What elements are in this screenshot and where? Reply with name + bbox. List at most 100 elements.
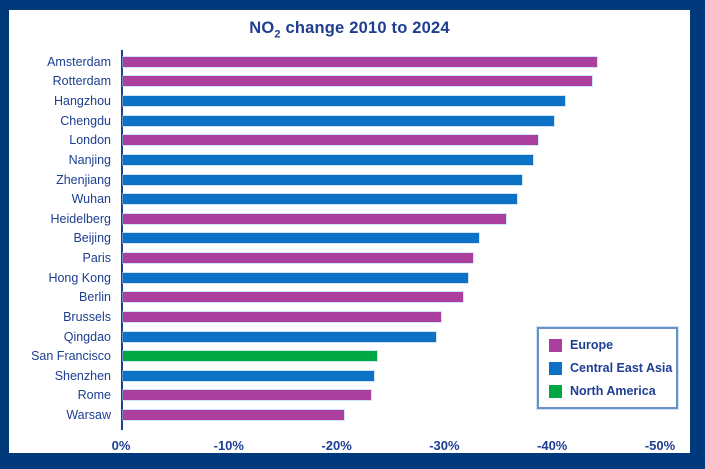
bar-track (121, 213, 690, 224)
bar-central_east_asia (123, 331, 436, 342)
category-label: Wuhan (71, 192, 111, 207)
category-label: Zhenjiang (56, 172, 111, 187)
bar-north_america (123, 351, 378, 362)
bar-central_east_asia (123, 115, 555, 126)
chart-rows: Amsterdam Rotterdam Hangzhou Chengdu London N… (9, 52, 690, 425)
chart-row: London (9, 131, 690, 151)
x-tick-label: -40% (537, 438, 568, 453)
legend-item: Europe (549, 338, 666, 352)
category-label: Rotterdam (52, 74, 111, 89)
category-label: Heidelberg (50, 211, 111, 226)
chart-row: Chengdu (9, 111, 690, 131)
x-axis-tick-labels: 0% -10% -20% -30% -40% -50% (9, 438, 690, 453)
bar-track (121, 115, 690, 126)
bar-track (121, 253, 690, 264)
chart-row: Hangzhou (9, 91, 690, 111)
category-label: Rome (77, 388, 111, 403)
x-tick-label: 0% (111, 438, 131, 453)
y-axis-line (121, 50, 123, 430)
bar-track (121, 351, 690, 362)
bar-track (121, 56, 690, 67)
bar-central_east_asia (123, 174, 522, 185)
bar-central_east_asia (123, 370, 375, 381)
bar-track (121, 410, 690, 421)
legend-label: North America (570, 384, 656, 398)
bar-track (121, 311, 690, 322)
category-label: Hangzhou (54, 94, 111, 109)
bar-central_east_asia (123, 272, 468, 283)
bar-track (121, 370, 690, 381)
bar-central_east_asia (123, 194, 517, 205)
chart-row: Qingdao (9, 327, 690, 347)
chart-title-rest: change 2010 to 2024 (280, 19, 450, 37)
bar-track (121, 154, 690, 165)
category-label: Qingdao (63, 329, 111, 344)
chart-row: Wuhan (9, 189, 690, 209)
chart-title-subscript: 2 (274, 28, 281, 41)
chart-row: Amsterdam (9, 52, 690, 72)
legend-swatch-icon (549, 384, 562, 398)
bar-europe (123, 76, 592, 87)
bar-track (121, 96, 690, 107)
x-tick-label: -20% (321, 438, 352, 453)
legend-swatch-icon (549, 338, 562, 352)
category-label: Nanjing (68, 152, 111, 167)
chart-row: Rome (9, 386, 690, 406)
chart-title: NO2 change 2010 to 2024 (9, 19, 690, 41)
chart-row: Heidelberg (9, 209, 690, 229)
category-label: Shenzhen (54, 368, 111, 383)
bar-track (121, 76, 690, 87)
chart-row: Warsaw (9, 405, 690, 425)
bar-track (121, 272, 690, 283)
chart-row: San Francisco (9, 346, 690, 366)
bar-track (121, 174, 690, 185)
category-label: Hong Kong (48, 270, 111, 285)
category-label: Warsaw (66, 408, 111, 423)
category-label: Berlin (79, 290, 111, 305)
bar-track (121, 292, 690, 303)
legend-item: Central East Asia (549, 361, 672, 375)
chart-title-base: NO (249, 19, 275, 37)
bar-europe (123, 253, 474, 264)
chart-row: Shenzhen (9, 366, 690, 386)
bar-central_east_asia (123, 233, 479, 244)
chart-row: Paris (9, 248, 690, 268)
bar-europe (123, 135, 538, 146)
bar-track (121, 135, 690, 146)
chart-canvas: NO2 change 2010 to 2024 Amsterdam Rotterd… (9, 10, 690, 453)
chart-row: Rotterdam (9, 72, 690, 92)
chart-row: Zhenjiang (9, 170, 690, 190)
legend-label: Central East Asia (570, 361, 673, 375)
bar-europe (123, 311, 441, 322)
legend-item: North America (549, 384, 666, 398)
x-tick-label: -30% (429, 438, 460, 453)
bar-europe (123, 56, 598, 67)
bar-track (121, 233, 690, 244)
category-label: London (69, 133, 111, 148)
bar-europe (123, 390, 371, 401)
bar-central_east_asia (123, 154, 533, 165)
legend-label: Europe (570, 338, 614, 352)
chart-row: Beijing (9, 229, 690, 249)
x-tick-label: -50% (644, 438, 676, 453)
chart-row: Hong Kong (9, 268, 690, 288)
bar-europe (123, 213, 506, 224)
category-label: San Francisco (31, 349, 111, 364)
bar-track (121, 331, 690, 342)
legend: Europe Central East Asia North America (537, 327, 678, 409)
category-label: Paris (82, 251, 111, 266)
bar-europe (123, 292, 463, 303)
category-label: Chengdu (60, 113, 111, 128)
bar-track (121, 390, 690, 401)
category-label: Amsterdam (47, 54, 111, 69)
x-tick-label: -10% (213, 438, 244, 453)
chart-row: Nanjing (9, 150, 690, 170)
category-label: Brussels (63, 309, 111, 324)
legend-swatch-icon (549, 361, 562, 375)
bar-central_east_asia (123, 96, 565, 107)
bar-europe (123, 410, 344, 421)
category-label: Beijing (73, 231, 111, 246)
chart-row: Berlin (9, 288, 690, 308)
bar-track (121, 194, 690, 205)
